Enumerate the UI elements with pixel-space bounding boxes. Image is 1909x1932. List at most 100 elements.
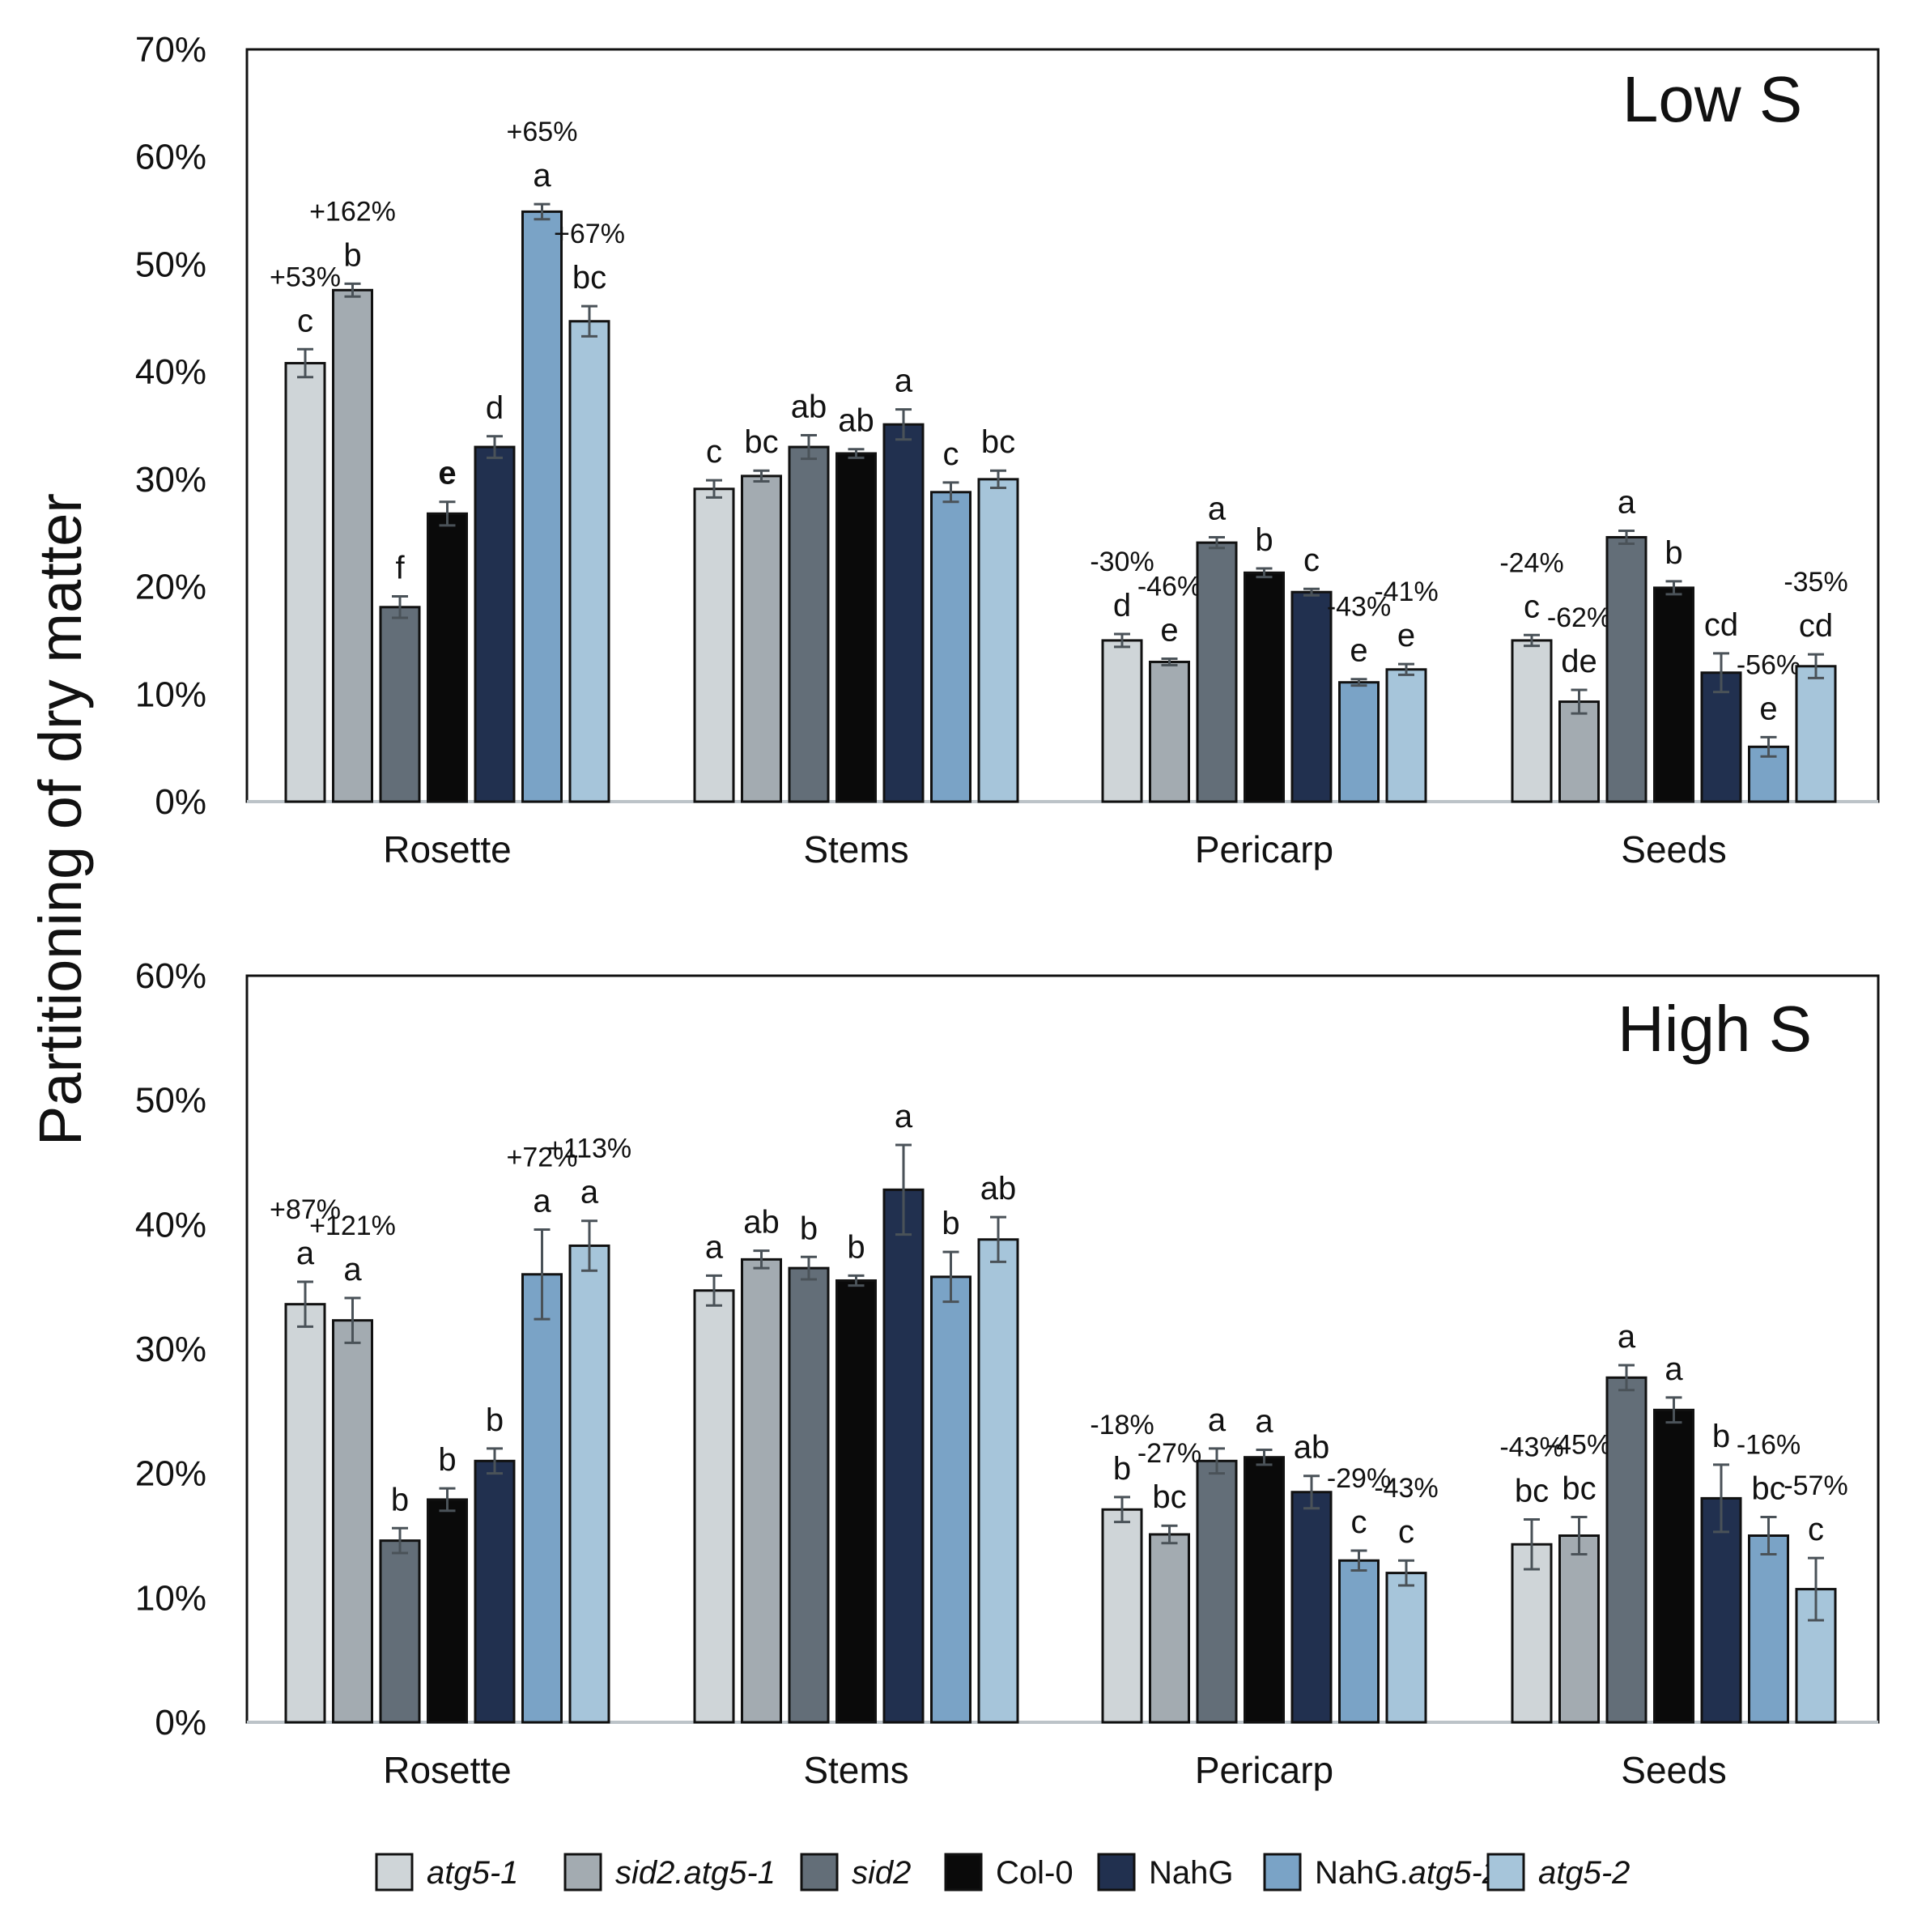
percent-change-label: +113% xyxy=(547,1134,631,1164)
y-tick-label: 10% xyxy=(135,1578,206,1618)
significance-letter: bc xyxy=(1562,1470,1596,1506)
significance-letter: e xyxy=(1350,633,1367,669)
bar xyxy=(284,1303,326,1724)
percent-change-label: -24% xyxy=(1499,547,1563,578)
significance-letter: a xyxy=(1618,485,1636,521)
bar xyxy=(741,1258,782,1724)
category-label: Stems xyxy=(803,828,908,870)
significance-letter: e xyxy=(1759,691,1777,726)
bar xyxy=(1101,1508,1143,1724)
percent-change-label: +121% xyxy=(309,1211,396,1241)
significance-letter: e xyxy=(1397,618,1415,653)
bar xyxy=(332,288,373,803)
y-tick-label: 70% xyxy=(135,30,206,70)
significance-letter: c xyxy=(1303,543,1320,578)
category-label: Pericarp xyxy=(1195,1749,1333,1791)
bar xyxy=(1558,700,1600,803)
y-tick-label: 20% xyxy=(135,568,206,607)
significance-letter: a xyxy=(1255,1403,1273,1439)
bar xyxy=(332,1319,373,1724)
percent-change-label: -43% xyxy=(1327,592,1391,623)
bar xyxy=(1558,1534,1600,1724)
percent-change-label: -43% xyxy=(1374,1473,1438,1504)
significance-letter: bc xyxy=(1152,1479,1186,1515)
significance-letter: a xyxy=(533,1183,551,1219)
significance-letter: b xyxy=(391,1482,409,1517)
bar xyxy=(1653,1408,1694,1724)
legend-label: sid2.atg5-1 xyxy=(615,1855,776,1891)
significance-letter: b xyxy=(942,1206,959,1241)
bar xyxy=(1700,1496,1742,1724)
bar xyxy=(1385,668,1427,803)
significance-letter: a xyxy=(895,364,913,399)
significance-letter: a xyxy=(533,158,551,194)
significance-letter: bc xyxy=(572,260,606,296)
bar xyxy=(788,1266,830,1724)
percent-change-label: -62% xyxy=(1547,602,1611,633)
significance-letter: c xyxy=(1398,1514,1414,1550)
bar xyxy=(1338,1559,1380,1724)
significance-letter: b xyxy=(343,237,361,273)
bar xyxy=(521,1273,563,1724)
y-tick-label: 0% xyxy=(155,1703,206,1743)
legend-label: NahG.atg5-2 xyxy=(1315,1855,1500,1891)
significance-letter: bc xyxy=(1515,1474,1549,1509)
significance-letter: b xyxy=(438,1442,456,1478)
significance-letter: e xyxy=(438,456,456,492)
significance-letter: c xyxy=(297,303,313,338)
bar xyxy=(379,1539,421,1724)
significance-letter: ab xyxy=(980,1171,1017,1206)
y-axis-label: Partitioning of dry matter xyxy=(27,493,94,1146)
legend-label: atg5-2 xyxy=(1538,1855,1630,1891)
bar xyxy=(1511,1543,1553,1724)
significance-letter: de xyxy=(1561,644,1597,679)
category-label: Pericarp xyxy=(1195,828,1333,870)
category-label: Seeds xyxy=(1621,828,1726,870)
bar xyxy=(930,491,972,803)
y-tick-label: 10% xyxy=(135,674,206,714)
significance-letter: e xyxy=(1160,612,1178,648)
bar xyxy=(693,1289,735,1724)
percent-change-label: +72% xyxy=(507,1142,578,1172)
bar xyxy=(284,362,326,803)
significance-letter: ab xyxy=(791,389,827,424)
percent-change-label: -57% xyxy=(1784,1470,1847,1501)
legend: atg5-1 sid2.atg5-1 sid2 Col-0 NahG NahG.atg5-… xyxy=(375,1853,1630,1892)
bar xyxy=(379,606,421,803)
significance-letter: b xyxy=(847,1229,865,1265)
significance-letter: a xyxy=(1665,1351,1683,1387)
significance-letter: b xyxy=(1712,1419,1730,1454)
bar xyxy=(1748,1534,1789,1724)
legend-swatch xyxy=(1486,1853,1525,1892)
significance-letter: b xyxy=(800,1211,818,1246)
bar xyxy=(1290,1491,1333,1724)
bar xyxy=(1101,639,1143,803)
percent-change-label: +162% xyxy=(309,196,396,227)
bar xyxy=(1196,1459,1238,1724)
bar xyxy=(741,474,782,803)
significance-letter: a xyxy=(296,1236,315,1271)
bar xyxy=(882,423,925,803)
significance-letter: c xyxy=(706,434,722,470)
panel-low-s: 0% 10% 20% 30% 40% 50% 60% 70% Low S Rosette Stems… xyxy=(135,30,1880,870)
y-tick-label: 30% xyxy=(135,1330,206,1369)
panel-title: Low S xyxy=(1622,63,1802,135)
bar xyxy=(1385,1572,1427,1724)
legend-swatch xyxy=(563,1853,602,1892)
significance-letter: a xyxy=(580,1175,599,1211)
significance-letter: c xyxy=(1524,589,1540,624)
bar xyxy=(1700,671,1742,803)
bar xyxy=(835,452,877,803)
bar xyxy=(1605,536,1648,803)
significance-letter: bc xyxy=(981,424,1015,460)
bar xyxy=(1795,665,1837,803)
y-tick-label: 50% xyxy=(135,1081,206,1121)
significance-letter: b xyxy=(1113,1451,1131,1487)
bar xyxy=(474,445,516,803)
significance-letter: bc xyxy=(744,424,778,460)
percent-change-label: -18% xyxy=(1090,1410,1154,1440)
panels: 0% 10% 20% 30% 40% 50% 60% 70% Low S Rosette Stems… xyxy=(135,30,1880,1791)
legend-label-italic: atg5-2 xyxy=(1409,1855,1500,1891)
